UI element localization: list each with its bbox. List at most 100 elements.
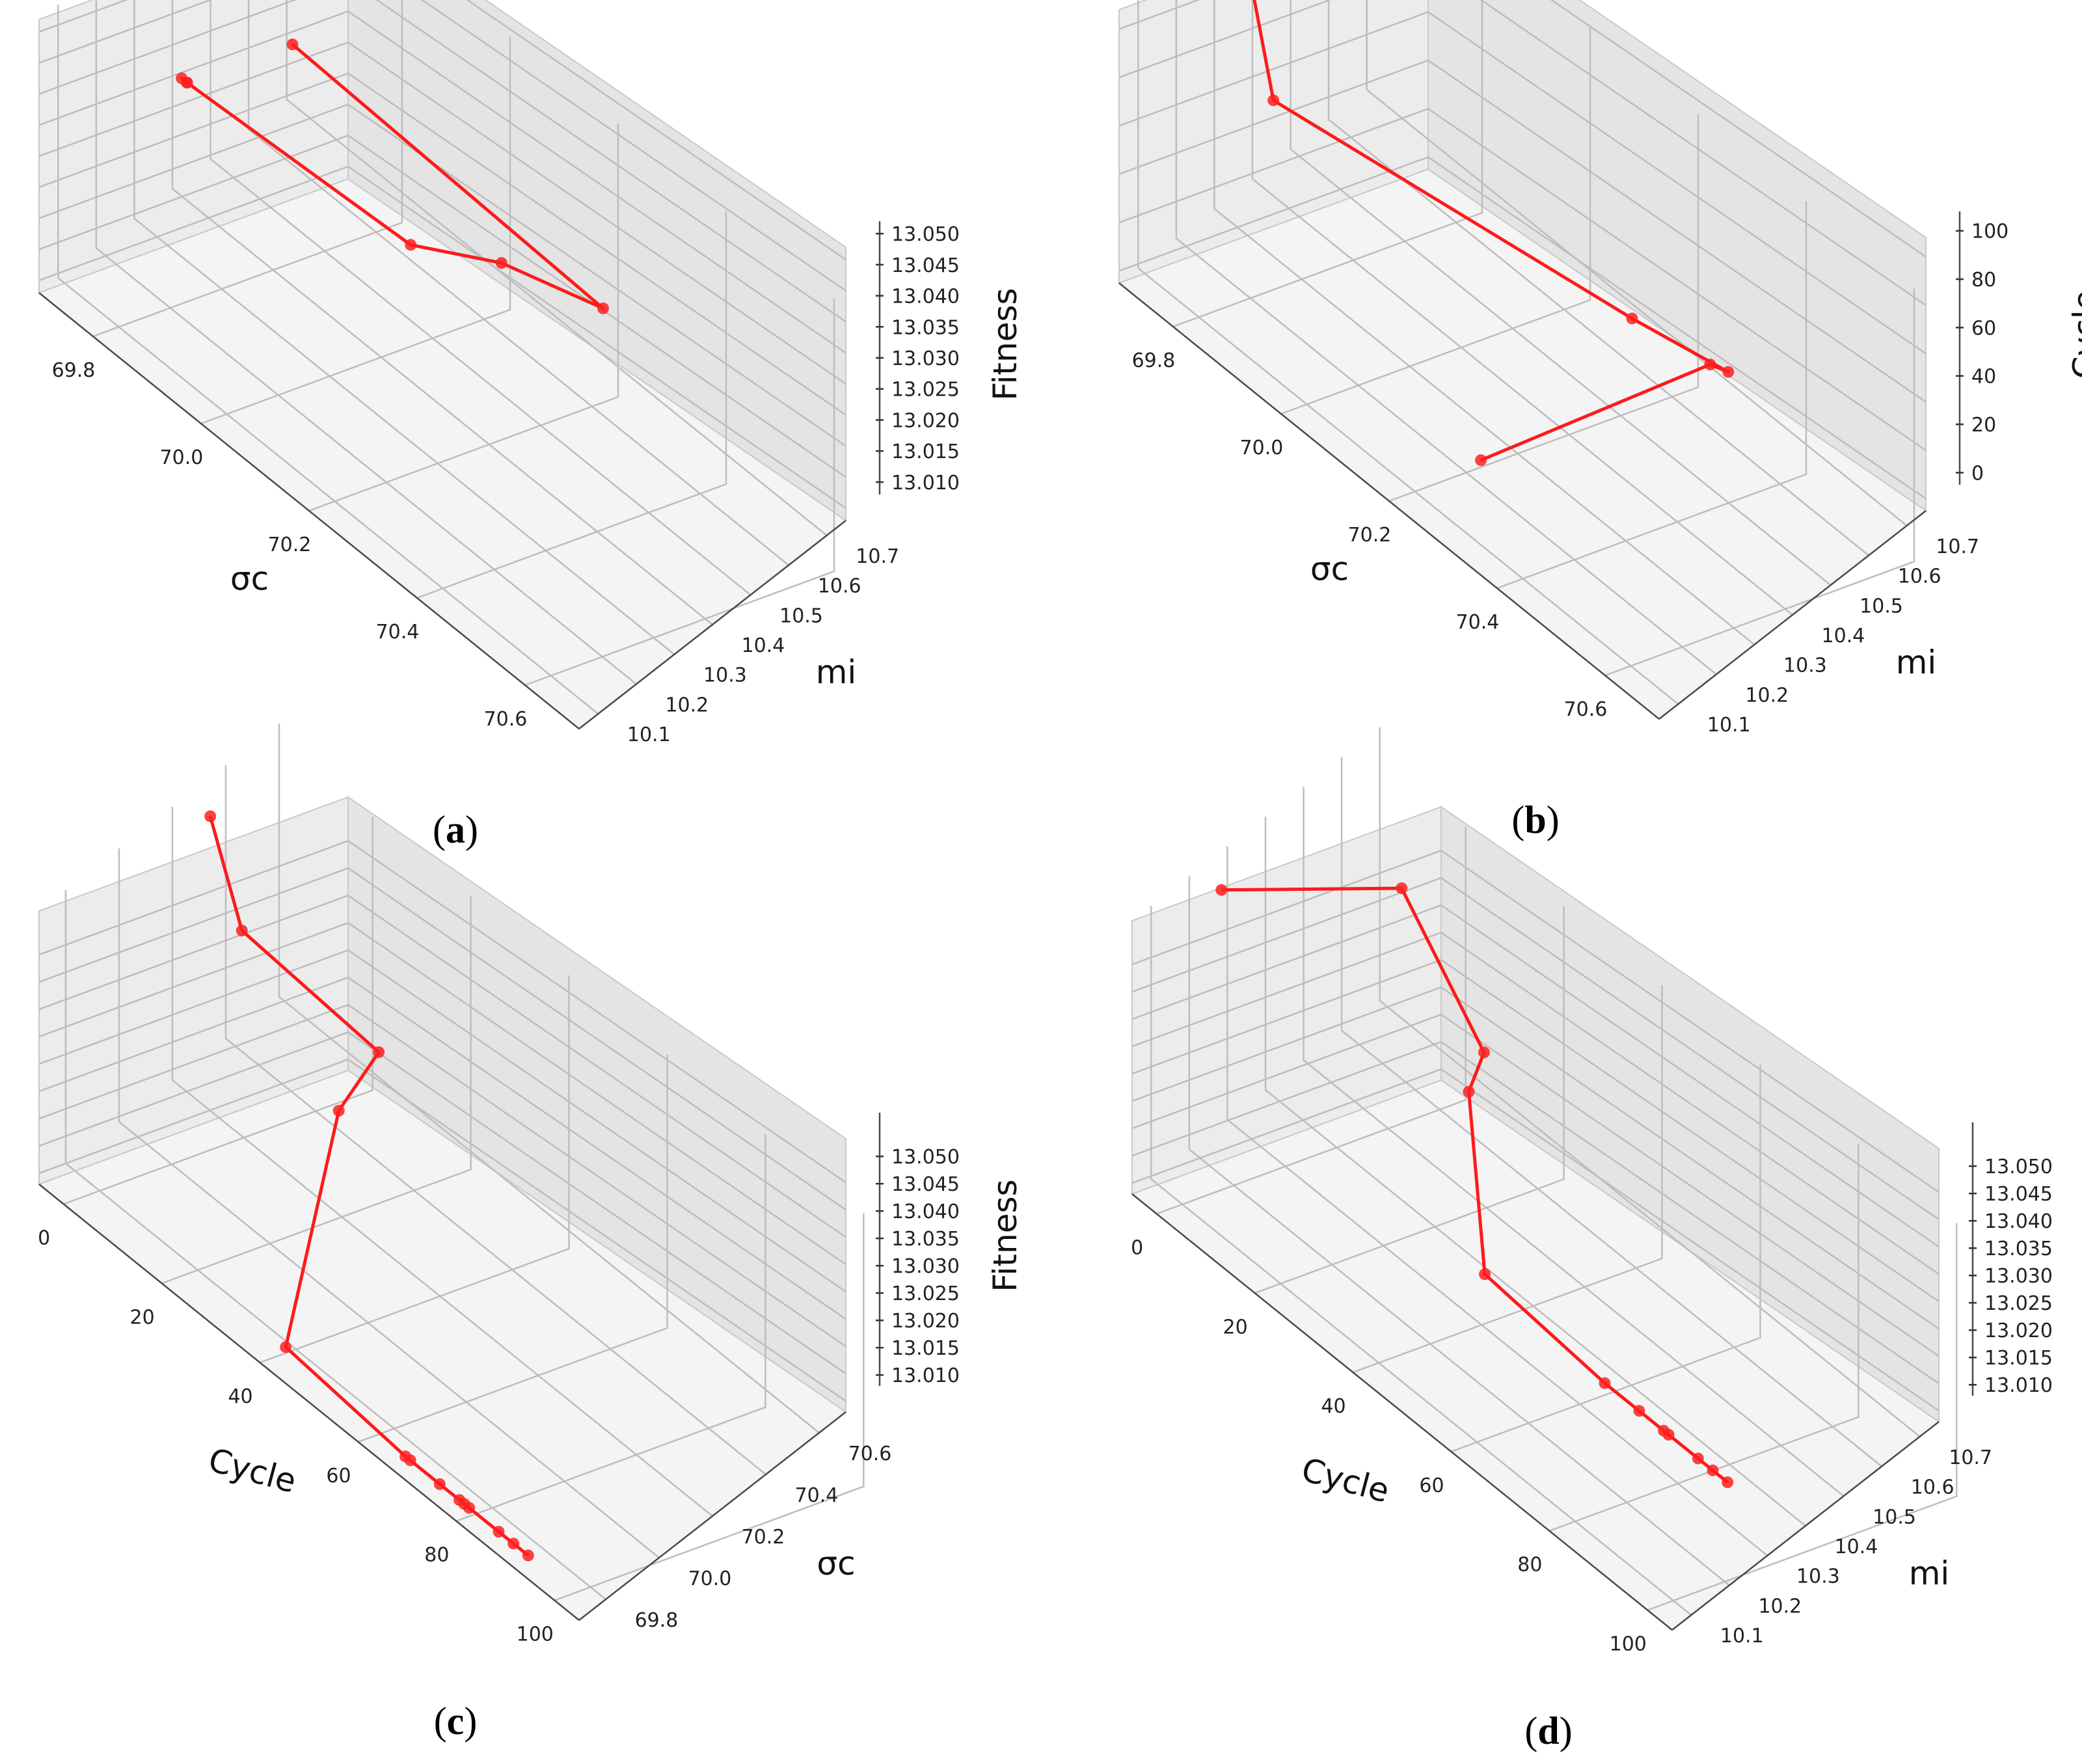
z-tick-label: 13.050	[1984, 1156, 2053, 1178]
x-axis-label: σc	[230, 560, 269, 598]
grid-x	[554, 1213, 865, 1601]
z-tick-label: 13.025	[891, 379, 960, 401]
z-tick-label: 13.030	[891, 347, 960, 370]
grid-z	[38, 41, 846, 385]
caption-close: )	[1560, 1709, 1573, 1752]
y-axis-line	[1658, 510, 1927, 720]
y-tick-label: 10.2	[1745, 684, 1789, 707]
z-tick-label: 40	[1971, 366, 1996, 388]
grid-x	[200, 36, 511, 425]
x-tick-label: 20	[1223, 1316, 1248, 1338]
grid-y	[57, 5, 599, 715]
x-tick-label: 100	[1610, 1633, 1647, 1656]
series-line	[208, 815, 530, 1557]
x-axis-line	[1131, 1193, 1673, 1631]
y-tick-label: 10.5	[1859, 595, 1903, 617]
caption-close: )	[1547, 798, 1560, 841]
grid-x	[1254, 906, 1565, 1294]
y-tick-label: 10.7	[1936, 536, 1979, 558]
z-tick-label: 13.040	[891, 1201, 960, 1223]
x-axis-label: Cycle	[1297, 1450, 1393, 1510]
z-tick-label: 13.030	[1984, 1265, 2053, 1288]
y-tick-label: 10.3	[703, 664, 747, 687]
data-point	[1626, 312, 1638, 325]
data-point	[1478, 1046, 1490, 1059]
grid-x	[1496, 201, 1807, 590]
grid-y	[1213, 0, 1755, 645]
data-point	[204, 810, 217, 822]
z-tick-label: 13.035	[891, 316, 960, 339]
grid-y	[1264, 817, 1806, 1527]
y-tick-label: 10.5	[779, 604, 823, 627]
grid-z	[38, 0, 846, 261]
data-point	[332, 1105, 345, 1117]
grid-y	[286, 0, 828, 536]
y-tick-label: 10.1	[1707, 714, 1751, 737]
y-axis-line	[1671, 1421, 1940, 1631]
y-tick-label: 10.1	[1720, 1625, 1764, 1648]
caption-close: )	[465, 808, 478, 851]
caption-letter: a	[446, 808, 465, 851]
z-tick-label: 80	[1971, 269, 1996, 292]
grid-z	[38, 949, 846, 1293]
grid-z	[38, 0, 846, 323]
x-tick-label: 40	[228, 1385, 252, 1408]
grid-x	[1388, 114, 1699, 502]
grid-y	[1290, 0, 1832, 586]
grid-x	[1280, 27, 1591, 415]
x-tick-label: 80	[424, 1544, 449, 1567]
x-tick-label: 20	[130, 1306, 155, 1329]
data-point	[522, 1549, 534, 1562]
y-tick-label: 10.7	[856, 545, 899, 568]
x-axis-label: Cycle	[204, 1441, 300, 1500]
grid-y	[224, 765, 766, 1475]
caption-letter: c	[447, 1700, 465, 1743]
data-point	[493, 1526, 505, 1538]
data-point	[1463, 1085, 1475, 1098]
y-axis-label: σc	[817, 1545, 855, 1582]
y-tick-label: 70.2	[742, 1526, 785, 1549]
grid-x	[1353, 985, 1663, 1374]
y-tick-label: 10.4	[742, 634, 785, 657]
x-tick-label: 70.0	[160, 446, 204, 469]
grid-x	[161, 896, 472, 1284]
data-point	[236, 925, 248, 937]
grid-z	[1131, 931, 1940, 1275]
z-tick-label: 13.025	[891, 1282, 960, 1305]
y-tick-label: 10.5	[1872, 1506, 1916, 1528]
grid-x	[63, 817, 373, 1205]
grid-x	[260, 975, 570, 1364]
z-tick-label: 0	[1971, 462, 1984, 485]
z-axis-label: Fitness	[986, 1179, 1024, 1292]
grid-z	[38, 0, 846, 292]
z-tick-label: 13.040	[1984, 1210, 2053, 1233]
grid-z	[38, 839, 846, 1184]
x-tick-label: 60	[326, 1465, 351, 1487]
grid-z	[38, 1058, 846, 1402]
grid-z	[38, 1003, 846, 1348]
caption-letter: b	[1524, 798, 1546, 841]
caption-letter: d	[1537, 1709, 1559, 1752]
caption-open: (	[433, 808, 446, 851]
data-point	[1479, 1268, 1491, 1281]
data-point	[181, 77, 193, 88]
x-axis-line	[38, 1184, 580, 1621]
data-point	[405, 239, 417, 251]
y-tick-label: 10.4	[1835, 1536, 1878, 1558]
data-point	[1599, 1377, 1611, 1389]
x-tick-label: 60	[1419, 1474, 1444, 1497]
z-tick-label: 13.015	[891, 441, 960, 463]
x-tick-label: 100	[517, 1623, 554, 1646]
data-point	[507, 1538, 520, 1550]
panel-caption: (d)	[1524, 1709, 1572, 1752]
grid-z	[1118, 156, 1927, 500]
y-tick-label: 10.4	[1822, 625, 1865, 647]
z-tick-label: 13.050	[891, 1146, 960, 1169]
grid-y	[1137, 0, 1679, 705]
z-axis-label: Fitness	[2079, 1189, 2082, 1301]
data-point	[404, 1454, 416, 1467]
grid-x	[92, 0, 403, 338]
y-axis-line	[578, 520, 846, 729]
grid-z	[1131, 958, 1940, 1303]
